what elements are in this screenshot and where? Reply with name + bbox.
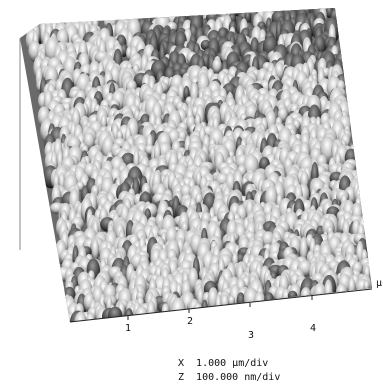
surface-grain (288, 291, 298, 301)
z-scale: Z 100.000 nm/div (178, 372, 280, 383)
surface-grain (108, 307, 122, 324)
surface-grain (202, 300, 208, 317)
surface-grain (212, 58, 222, 73)
x-tick-label: 3 (248, 330, 254, 341)
surface-grain (221, 294, 230, 313)
x-tick-label: 2 (187, 316, 193, 327)
surface-grain (348, 277, 355, 298)
axis-unit: μ (376, 278, 382, 289)
x-tick-label: 4 (310, 323, 316, 334)
surface-grain (74, 312, 87, 335)
surface-grain (193, 303, 203, 317)
surface-texture (26, 0, 376, 337)
x-tick-label: 1 (125, 323, 131, 334)
surface-grain (86, 313, 95, 331)
surface (20, 0, 376, 337)
surface-grain (254, 292, 266, 314)
x-scale: X 1.000 μm/div (178, 358, 268, 369)
afm-figure: 1 2 3 4 μ X 1.000 μm/div Z 100.000 nm/di… (0, 0, 383, 390)
surface-grain (237, 292, 246, 309)
surface-grain (216, 294, 222, 321)
